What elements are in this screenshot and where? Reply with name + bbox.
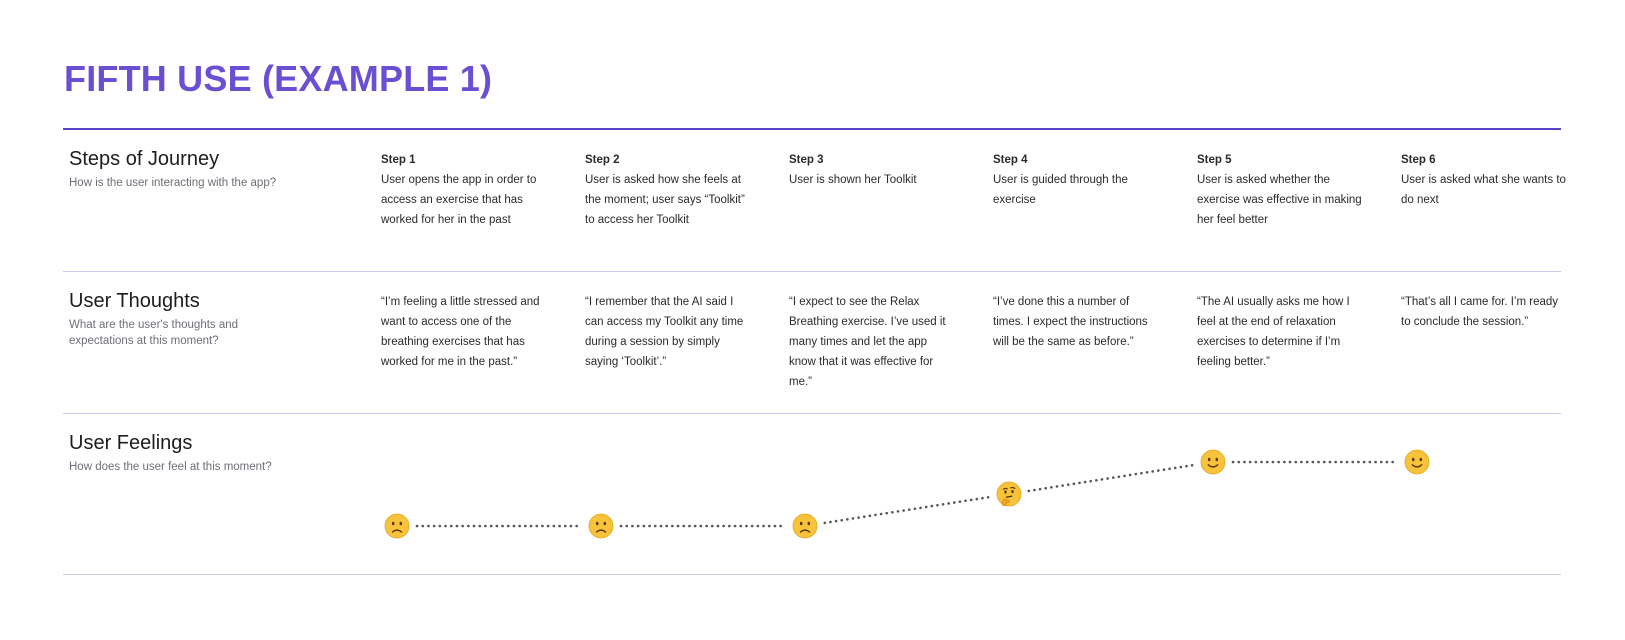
thought-column: “The AI usually asks me how I feel at th… (1197, 292, 1365, 372)
thought-column: “I’ve done this a number of times. I exp… (993, 292, 1161, 352)
step-description: User is guided through the exercise (993, 174, 1128, 206)
step-description: User is asked what she wants to do next (1401, 174, 1566, 206)
feeling-connector-line (823, 495, 991, 525)
thought-column: “I’m feeling a little stressed and want … (381, 292, 549, 372)
step-description: User is asked how she feels at the momen… (585, 174, 745, 226)
step-column: Step 6 User is asked what she wants to d… (1401, 150, 1569, 210)
slightly-frowning-face-icon (792, 513, 818, 539)
step-column: Step 2 User is asked how she feels at th… (585, 150, 753, 230)
step-label: Step 4 (993, 154, 1028, 166)
step-description: User opens the app in order to access an… (381, 174, 537, 226)
thought-column: “I expect to see the Relax Breathing exe… (789, 292, 957, 392)
slightly-frowning-face-icon (588, 513, 614, 539)
thoughts-section-title: User Thoughts (69, 290, 200, 312)
feelings-section-header: User Feelings How does the user feel at … (69, 432, 299, 475)
step-column: Step 4 User is guided through the exerci… (993, 150, 1161, 210)
step-label: Step 2 (585, 154, 620, 166)
step-label: Step 3 (789, 154, 824, 166)
steps-section-title: Steps of Journey (69, 148, 220, 170)
thought-column: “I remember that the AI said I can acces… (585, 292, 753, 372)
thought-quote: “I expect to see the Relax Breathing exe… (789, 296, 946, 388)
thought-column: “That’s all I came for. I’m ready to con… (1401, 292, 1569, 332)
page-title: FIFTH USE (EXAMPLE 1) (64, 58, 493, 99)
section-divider (63, 574, 1561, 575)
section-divider (63, 413, 1561, 414)
step-description: User is asked whether the exercise was e… (1197, 174, 1362, 226)
slightly-smiling-face-icon (1404, 449, 1430, 475)
step-label: Step 1 (381, 154, 416, 166)
title-divider (63, 128, 1561, 130)
step-column: Step 3 User is shown her Toolkit (789, 150, 957, 190)
step-description: User is shown her Toolkit (789, 174, 917, 186)
thought-quote: “I’m feeling a little stressed and want … (381, 296, 540, 368)
step-column: Step 1 User opens the app in order to ac… (381, 150, 549, 230)
section-divider (63, 271, 1561, 272)
thinking-face-icon (996, 481, 1022, 507)
steps-section-subtitle: How is the user interacting with the app… (69, 177, 277, 189)
thoughts-section-header: User Thoughts What are the user's though… (69, 290, 299, 349)
thoughts-section-subtitle: What are the user's thoughts and expecta… (69, 319, 239, 347)
steps-section-header: Steps of Journey How is the user interac… (69, 148, 299, 191)
thought-quote: “I’ve done this a number of times. I exp… (993, 296, 1148, 348)
thought-quote: “That’s all I came for. I’m ready to con… (1401, 296, 1559, 328)
step-label: Step 6 (1401, 154, 1436, 166)
thought-quote: “I remember that the AI said I can acces… (585, 296, 744, 368)
feeling-connector-line (1027, 463, 1195, 493)
slightly-smiling-face-icon (1200, 449, 1226, 475)
thought-quote: “The AI usually asks me how I feel at th… (1197, 296, 1350, 368)
step-label: Step 5 (1197, 154, 1232, 166)
step-column: Step 5 User is asked whether the exercis… (1197, 150, 1365, 230)
feelings-section-subtitle: How does the user feel at this moment? (69, 461, 272, 473)
feelings-section-title: User Feelings (69, 432, 193, 454)
slightly-frowning-face-icon (384, 513, 410, 539)
